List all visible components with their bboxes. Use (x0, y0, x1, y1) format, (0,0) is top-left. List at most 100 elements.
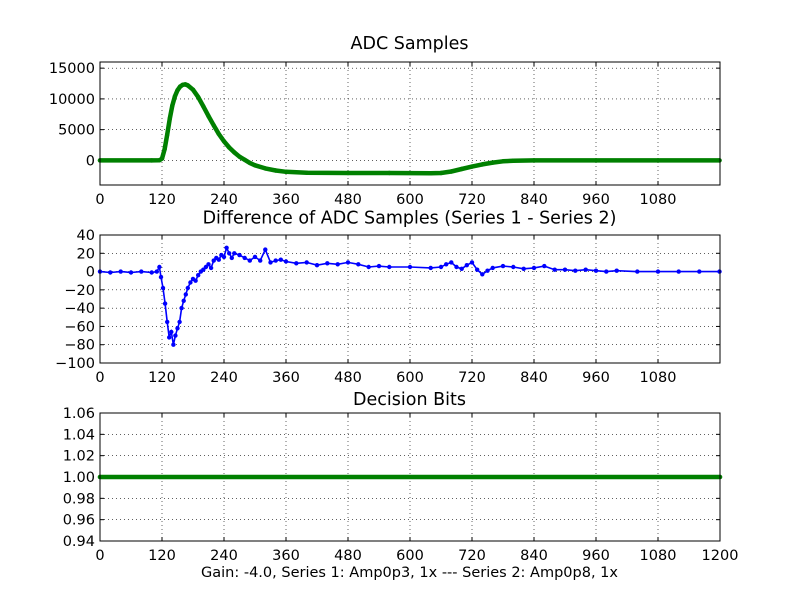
data-point (175, 88, 180, 93)
series-line (99, 245, 720, 345)
data-point (172, 94, 178, 99)
data-point (593, 268, 599, 273)
data-point (428, 265, 433, 271)
data-point (294, 261, 299, 266)
data-point (175, 326, 180, 331)
data-point (232, 251, 237, 256)
data-point (169, 329, 174, 335)
y-tick-label: 0.98 (63, 491, 95, 507)
data-point (273, 258, 278, 263)
y-tick-label: 20 (77, 246, 95, 262)
x-tick-label: 240 (210, 192, 238, 208)
data-point (449, 169, 454, 174)
series-trace (97, 82, 722, 176)
data-point (485, 268, 490, 273)
data-point (335, 262, 340, 267)
y-tick-label: 1.02 (63, 449, 95, 465)
data-point (604, 269, 609, 274)
data-point (356, 262, 361, 267)
data-point (345, 170, 351, 176)
data-point (376, 263, 382, 269)
data-point (165, 132, 170, 137)
x-tick-label: 0 (95, 548, 104, 564)
chart-title: Decision Bits (353, 390, 466, 410)
data-point (201, 104, 206, 109)
data-point (562, 267, 568, 272)
data-point (157, 264, 162, 270)
y-tick-label: −40 (64, 301, 95, 317)
data-point (216, 257, 221, 262)
data-point (237, 252, 242, 258)
x-tick-label: 480 (334, 370, 362, 386)
data-point (521, 266, 526, 271)
data-point (387, 170, 392, 176)
y-tick-label: 0 (86, 153, 95, 169)
y-tick-label: −100 (55, 356, 95, 372)
plot-frame (99, 412, 721, 542)
data-point (464, 263, 469, 268)
y-tick-label: −60 (64, 319, 95, 335)
data-point (268, 260, 273, 265)
data-point (224, 245, 229, 250)
data-point (162, 301, 168, 306)
x-tick-label: 1200 (702, 548, 739, 564)
data-point (480, 162, 485, 167)
data-point (252, 163, 258, 168)
data-point (314, 263, 320, 268)
data-point (232, 150, 237, 155)
x-tick-label: 360 (272, 192, 300, 208)
y-tick-label: 15000 (49, 61, 95, 77)
data-point (263, 247, 268, 252)
data-point (593, 158, 599, 163)
data-point (583, 267, 588, 272)
data-point (211, 123, 216, 128)
data-point (480, 272, 485, 277)
data-point (531, 265, 537, 271)
data-point (490, 265, 495, 271)
y-tick-label: 0.94 (63, 534, 95, 550)
data-point (229, 255, 234, 261)
data-point (173, 333, 178, 338)
y-tick-label: 0.96 (63, 513, 95, 529)
data-point (242, 157, 247, 162)
y-tick-label: −80 (64, 338, 95, 354)
y-tick-label: 1.06 (63, 406, 95, 422)
x-tick-label: 1080 (640, 370, 677, 386)
data-point (252, 254, 258, 260)
data-point (206, 113, 211, 119)
data-point (655, 158, 661, 163)
plot-frame (99, 61, 721, 186)
x-tick-label: 720 (458, 370, 486, 386)
data-point (227, 145, 232, 150)
chart-title: ADC Samples (351, 34, 469, 54)
x-tick-label: 840 (520, 548, 548, 564)
data-point (247, 258, 252, 263)
data-point (283, 259, 289, 264)
data-point (221, 139, 227, 144)
x-tick-label: 0 (95, 370, 104, 386)
data-point (444, 262, 449, 267)
data-point (263, 166, 268, 171)
x-tick-label: 0 (95, 192, 104, 208)
data-point (206, 262, 211, 267)
x-tick-label: 840 (520, 370, 548, 386)
chart-title: Difference of ADC Samples (Series 1 - Se… (203, 209, 617, 229)
data-point (614, 268, 619, 273)
data-point (490, 160, 495, 165)
series-0 (97, 474, 723, 480)
data-point (469, 164, 475, 169)
data-point (304, 260, 309, 265)
data-point (345, 260, 351, 265)
x-axis-label: Gain: -4.0, Series 1: Amp0p3, 1x --- Ser… (201, 565, 618, 581)
x-tick-label: 360 (272, 370, 300, 386)
data-point (179, 305, 184, 311)
data-point (170, 103, 175, 108)
data-point (511, 264, 516, 270)
data-point (438, 264, 444, 270)
data-point (459, 266, 464, 271)
data-point (165, 319, 170, 325)
subplot-adc-samples: ADC Samples 0 120 240 360 480 600 720 840 960 108… (49, 34, 722, 208)
data-point (387, 264, 392, 270)
x-tick-label: 480 (334, 548, 362, 564)
data-point (304, 170, 309, 175)
